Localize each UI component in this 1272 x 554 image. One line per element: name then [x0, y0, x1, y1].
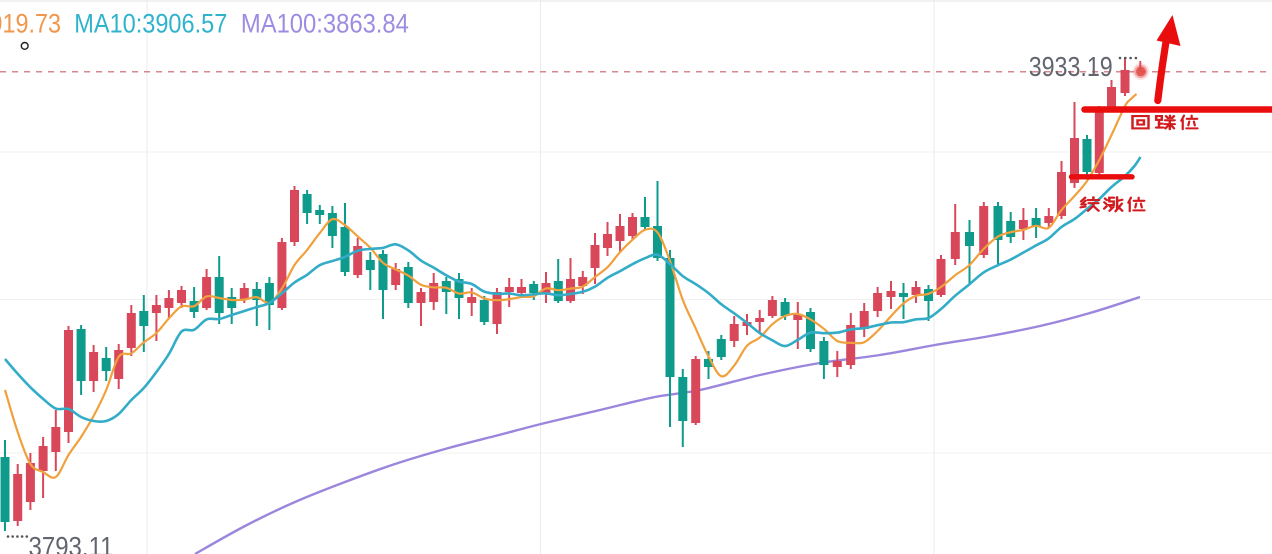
svg-text:3793.11: 3793.11 — [29, 531, 114, 554]
svg-text:3933.19: 3933.19 — [1029, 51, 1113, 82]
svg-text:MA100:3863.84: MA100:3863.84 — [241, 9, 409, 39]
svg-text:3919.73: 3919.73 — [0, 9, 61, 39]
svg-text:MA10:3906.57: MA10:3906.57 — [74, 9, 227, 39]
